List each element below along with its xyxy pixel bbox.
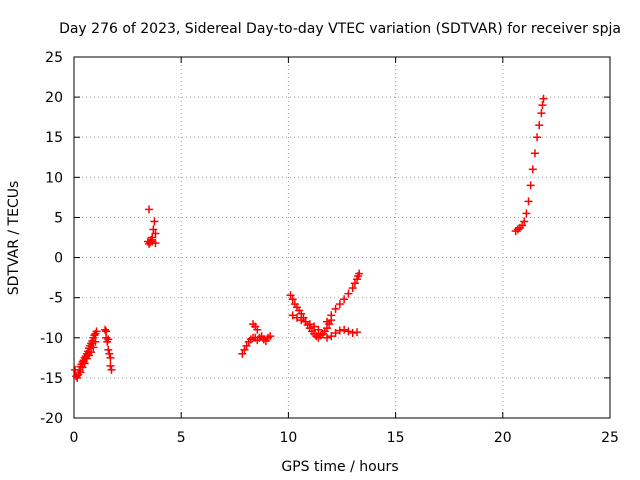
data-point xyxy=(526,181,535,190)
grid xyxy=(74,57,610,418)
data-point xyxy=(537,109,546,118)
data-point xyxy=(533,133,542,142)
data-point xyxy=(92,327,101,336)
y-tick-label: -5 xyxy=(49,291,63,307)
data-point xyxy=(90,331,99,340)
data-point xyxy=(297,316,306,325)
data-point xyxy=(340,325,349,334)
data-point xyxy=(335,326,344,335)
y-tick-label: -15 xyxy=(40,371,63,387)
data-point xyxy=(348,284,357,293)
data-point xyxy=(292,313,301,322)
data-point xyxy=(104,335,113,344)
data-point xyxy=(253,325,262,334)
data-point xyxy=(535,121,544,130)
data-point xyxy=(353,328,362,337)
data-point xyxy=(286,291,295,300)
data-point xyxy=(327,311,336,320)
data-point xyxy=(102,327,111,336)
data-point xyxy=(305,320,314,329)
data-point xyxy=(538,101,547,110)
data-point xyxy=(288,295,297,304)
data-point xyxy=(101,325,110,334)
data-point xyxy=(335,300,344,309)
data-point xyxy=(145,205,154,214)
data-point xyxy=(318,329,327,338)
x-tick-label: 20 xyxy=(494,430,512,446)
y-axis-label: SDTVAR / TECUs xyxy=(6,181,22,296)
data-point xyxy=(149,225,158,234)
data-point xyxy=(539,94,548,103)
data-point xyxy=(344,327,353,336)
data-point xyxy=(331,328,340,337)
y-tick-label: -20 xyxy=(40,411,63,427)
data-point xyxy=(106,361,115,370)
data-point xyxy=(76,368,85,377)
y-tick-label: 10 xyxy=(45,170,63,186)
y-tick-label: 0 xyxy=(54,251,63,267)
data-point xyxy=(238,349,247,358)
data-point xyxy=(518,221,527,230)
x-tick-label: 25 xyxy=(601,430,619,446)
data-point xyxy=(150,217,159,226)
data-points xyxy=(71,94,548,382)
data-point xyxy=(240,345,249,354)
data-point xyxy=(105,349,114,358)
x-tick-label: 5 xyxy=(177,430,186,446)
data-point xyxy=(266,332,275,341)
data-point xyxy=(151,239,160,248)
data-point xyxy=(350,279,359,288)
data-point xyxy=(522,209,531,218)
data-point xyxy=(301,317,310,326)
data-point xyxy=(520,217,529,226)
data-point xyxy=(151,229,160,238)
data-point xyxy=(310,322,319,331)
x-tick-label: 0 xyxy=(70,430,79,446)
data-point xyxy=(107,365,116,374)
data-point xyxy=(91,337,100,346)
y-tick-label: 20 xyxy=(45,90,63,106)
data-point xyxy=(322,333,331,342)
data-point xyxy=(80,359,89,368)
data-point xyxy=(348,328,357,337)
data-point xyxy=(331,304,340,313)
y-tick-label: 15 xyxy=(45,130,63,146)
chart-title: Day 276 of 2023, Sidereal Day-to-day VTE… xyxy=(59,21,621,37)
data-point xyxy=(528,165,537,174)
y-tick-label: -10 xyxy=(40,331,63,347)
x-tick-label: 15 xyxy=(387,430,405,446)
plot-frame xyxy=(73,56,611,419)
axis-ticks: 0 5 10 15 20 25 -20 -15 -10 -5 0 5 10 15 20 25 xyxy=(40,50,619,446)
data-point xyxy=(104,345,113,354)
y-tick-label: 25 xyxy=(45,50,63,66)
data-point xyxy=(524,197,533,206)
data-point xyxy=(322,317,331,326)
data-point xyxy=(89,343,98,352)
data-point xyxy=(344,289,353,298)
x-tick-label: 10 xyxy=(279,430,297,446)
data-point xyxy=(148,233,157,242)
data-point xyxy=(288,311,297,320)
data-point xyxy=(327,332,336,341)
data-point xyxy=(530,149,539,158)
y-tick-label: 5 xyxy=(54,210,63,226)
data-point xyxy=(242,341,251,350)
data-point xyxy=(314,325,323,334)
data-point xyxy=(106,353,115,362)
x-axis-label: GPS time / hours xyxy=(281,459,398,475)
data-point xyxy=(340,295,349,304)
data-point xyxy=(78,363,87,372)
data-point xyxy=(87,348,96,357)
data-point xyxy=(355,269,364,278)
